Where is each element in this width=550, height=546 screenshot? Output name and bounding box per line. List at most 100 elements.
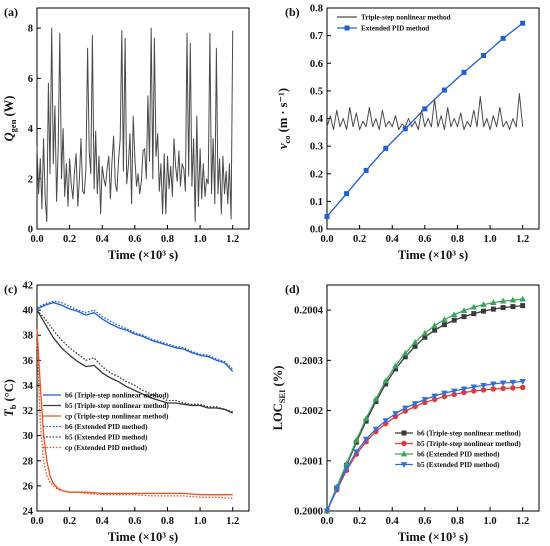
plot-frame — [326, 7, 540, 230]
panel-label: (a) — [4, 5, 18, 19]
data-point — [490, 386, 497, 392]
x-tick-label: 1.0 — [194, 516, 207, 527]
y-axis-label: Tb (°C) — [2, 379, 18, 417]
y-tick-label: 34 — [23, 381, 34, 392]
data-point — [441, 322, 447, 328]
y-tick-label: 0.8 — [310, 4, 323, 15]
data-point — [499, 380, 507, 387]
series — [323, 295, 526, 514]
data-point — [500, 35, 506, 41]
data-point — [382, 418, 389, 424]
legend-label: b6 (Extended PID method) — [65, 423, 148, 431]
data-point — [510, 385, 516, 391]
y-tick-label: 0.3 — [310, 142, 323, 153]
data-point — [520, 20, 526, 26]
data-point — [451, 388, 458, 395]
y-axis-label-main: Q — [2, 132, 16, 141]
legend-label: cp (Extended PID method) — [65, 444, 148, 452]
data-point — [441, 393, 448, 400]
legend-label: b5 (Extended PID method) — [65, 434, 148, 442]
y-tick-label: 0.7 — [310, 31, 323, 42]
x-tick-label: 0.6 — [128, 516, 141, 527]
legend-label: b5 (Triple-step nonlinear method) — [65, 402, 169, 410]
data-point — [520, 303, 526, 309]
y-tick-label: 26 — [23, 481, 34, 492]
data-point — [353, 449, 360, 456]
legend-label: b6 (Triple-step nonlinear method) — [417, 430, 521, 438]
data-point — [411, 338, 419, 345]
data-point — [451, 391, 457, 398]
legend-marker — [401, 440, 407, 447]
data-point — [441, 390, 448, 397]
panel-label: (b) — [285, 5, 300, 19]
data-point — [441, 87, 447, 93]
legend: Triple-step nonlinear method Extended PID… — [337, 14, 451, 33]
data-point — [480, 387, 487, 393]
y-axis-label-sub: gen — [8, 119, 18, 132]
series-line — [326, 93, 524, 131]
y-tick-label: 0.2004 — [294, 306, 324, 317]
x-tick-label: 0.4 — [386, 516, 400, 527]
y-tick-label: 0 — [28, 225, 33, 236]
data-point — [451, 317, 457, 323]
y-tick-label: 32 — [23, 406, 34, 417]
data-point — [431, 322, 438, 329]
data-point — [392, 366, 398, 372]
data-point — [431, 396, 438, 403]
y-tick-label: 30 — [23, 431, 34, 442]
data-point — [519, 384, 526, 391]
y-tick-label: 0.2 — [310, 169, 323, 180]
data-point — [471, 311, 477, 317]
y-axis-label-sub: SEI — [277, 389, 287, 403]
data-point — [392, 362, 399, 369]
series — [326, 93, 524, 131]
data-point — [490, 306, 496, 312]
series — [36, 309, 233, 413]
data-point — [461, 314, 467, 320]
y-tick-label: 24 — [23, 507, 34, 518]
series — [36, 301, 234, 373]
panel-label: (d) — [285, 282, 300, 296]
data-point — [500, 305, 506, 311]
x-tick-label: 1.2 — [226, 234, 239, 245]
data-point — [402, 126, 408, 132]
data-point — [372, 395, 380, 402]
chart-panel: 0.0 0.2 0.4 0.6 0.8 1.0 1.2 0.0 0.1 0.2 0.3 0.4 0.5 0… — [276, 4, 540, 262]
legend: b6 (Triple-step nonlinear method) b5 (Tri… — [43, 392, 169, 452]
y-tick-label: 2 — [28, 174, 33, 185]
data-point — [422, 334, 428, 340]
x-tick-label: 0.6 — [418, 516, 431, 527]
legend-label: Extended PID method — [361, 25, 429, 33]
y-tick-label: 36 — [23, 356, 34, 367]
data-point — [432, 327, 438, 333]
x-tick-label: 0.2 — [63, 234, 76, 245]
data-point — [402, 349, 409, 356]
x-tick-label: 1.2 — [516, 234, 529, 245]
series-line — [36, 309, 233, 414]
x-tick-label: 0.8 — [161, 234, 174, 245]
y-tick-label: 0.2003 — [294, 356, 323, 367]
y-tick-label: 40 — [23, 306, 34, 317]
data-point — [480, 383, 487, 389]
legend-label: b6 (Extended PID method) — [417, 451, 500, 459]
y-tick-label: 0.2002 — [294, 406, 323, 417]
chart-panel: 0.0 0.2 0.4 0.6 0.8 1.0 1.2 0.2000 0.2001 0.2002 0… — [271, 282, 540, 544]
data-point — [421, 397, 429, 403]
x-tick-label: 0.8 — [161, 516, 174, 527]
y-tick-label: 0.6 — [310, 59, 323, 70]
data-point — [500, 385, 506, 392]
y-axis-label-main: T — [2, 408, 16, 417]
x-tick-label: 0.2 — [353, 234, 366, 245]
series-line — [326, 386, 523, 512]
data-point — [323, 508, 331, 515]
x-tick-label: 1.0 — [194, 234, 207, 245]
x-axis-label: Time (×10³ s) — [108, 530, 178, 544]
series — [36, 341, 233, 500]
legend-marker — [400, 450, 408, 457]
legend-label: b5 (Extended PID method) — [417, 461, 500, 469]
y-tick-label: 38 — [23, 331, 34, 342]
x-axis-label: Time (×10³ s) — [398, 248, 468, 262]
data-point — [362, 415, 370, 421]
data-point — [509, 380, 517, 386]
x-tick-label: 0.0 — [30, 234, 43, 245]
